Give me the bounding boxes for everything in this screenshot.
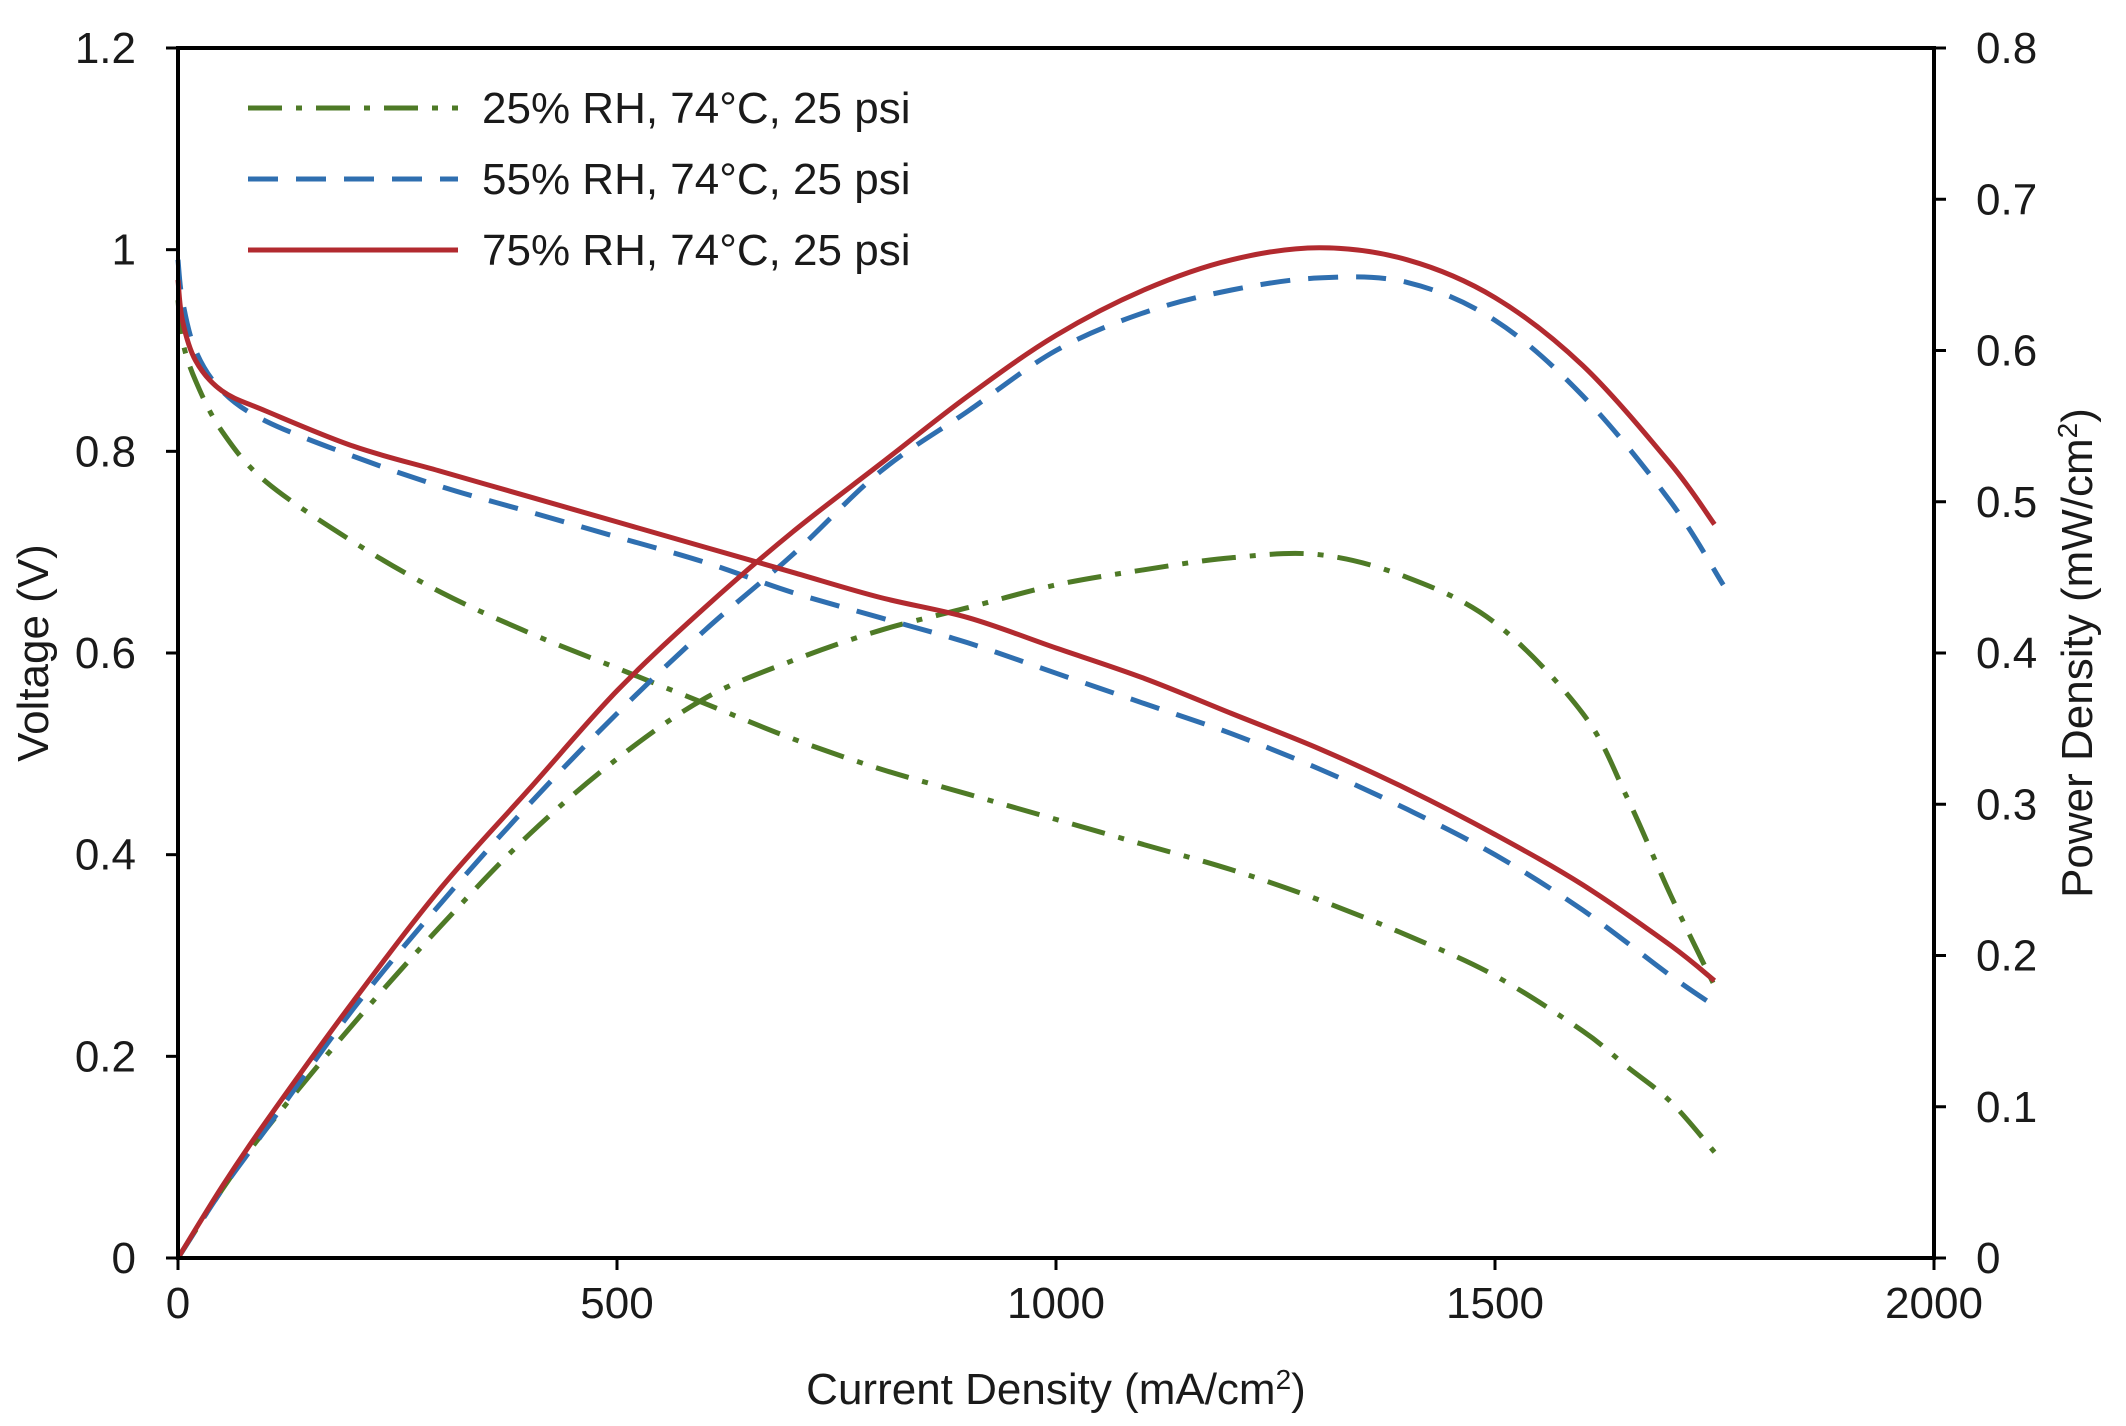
legend-entry-label: 75% RH, 74°C, 25 psi [482,226,910,275]
y-tick-label-right: 0.2 [1976,932,2037,981]
series-line-power-5 [175,245,1717,1260]
series-line-power-3 [175,274,1726,1260]
legend-entry-label: 25% RH, 74°C, 25 psi [482,84,910,133]
x-tick-label: 500 [580,1279,653,1328]
y-tick-label-left: 0.6 [75,629,136,678]
y-tick-label-left: 1 [112,226,136,275]
y-tick-label-left: 0.2 [75,1032,136,1081]
legend: 25% RH, 74°C, 25 psi 55% RH, 74°C, 25 psi… [248,84,910,275]
series-line-voltage-2 [175,259,1716,1008]
x-axis-title: Current Density (mA/cm2) [806,1364,1306,1415]
x-tick-label: 1000 [1007,1279,1105,1328]
y-tick-label-left: 0.8 [75,427,136,476]
y-axis-title-left: Voltage (V) [9,544,58,762]
y-tick-label-right: 0.5 [1976,478,2037,527]
y-tick-label-right: 0.4 [1976,629,2037,678]
y-tick-label-right: 0.8 [1976,24,2037,73]
series-line-voltage-4 [175,279,1717,983]
y-tick-label-left: 1.2 [75,24,136,73]
y-axis-title-right: Power Density (mW/cm2) [2052,408,2103,898]
y-tick-label-right: 0.7 [1976,175,2037,224]
x-tick-label: 2000 [1885,1279,1983,1328]
x-tick-label: 0 [166,1279,190,1328]
series-layer [175,245,1726,1260]
y-tick-label-right: 0.3 [1976,780,2037,829]
series-line-voltage-0 [175,299,1717,1154]
legend-entry-label: 55% RH, 74°C, 25 psi [482,155,910,204]
y-tick-label-left: 0.4 [75,831,136,880]
x-tick-label: 1500 [1446,1279,1544,1328]
y-tick-label-right: 0.1 [1976,1083,2037,1132]
ticks-layer: 0 500 1000 1500 200000.20.40.60.811.200.10.2… [75,24,2037,1328]
y-tick-label-right: 0.6 [1976,327,2037,376]
series-line-power-1 [175,550,1717,1260]
plot-area-frame [176,46,1936,1260]
y-tick-label-left: 0 [112,1234,136,1283]
y-tick-label-right: 0 [1976,1234,2000,1283]
